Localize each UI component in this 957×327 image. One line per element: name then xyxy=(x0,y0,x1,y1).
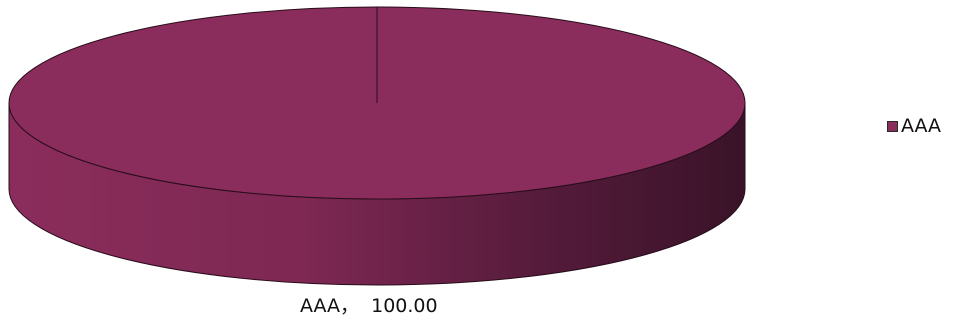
data-label-aaa: AAA， 100.00 xyxy=(300,295,438,317)
legend-swatch-aaa xyxy=(887,120,898,132)
legend-label-aaa: AAA xyxy=(901,115,942,137)
legend: AAA xyxy=(887,115,941,137)
